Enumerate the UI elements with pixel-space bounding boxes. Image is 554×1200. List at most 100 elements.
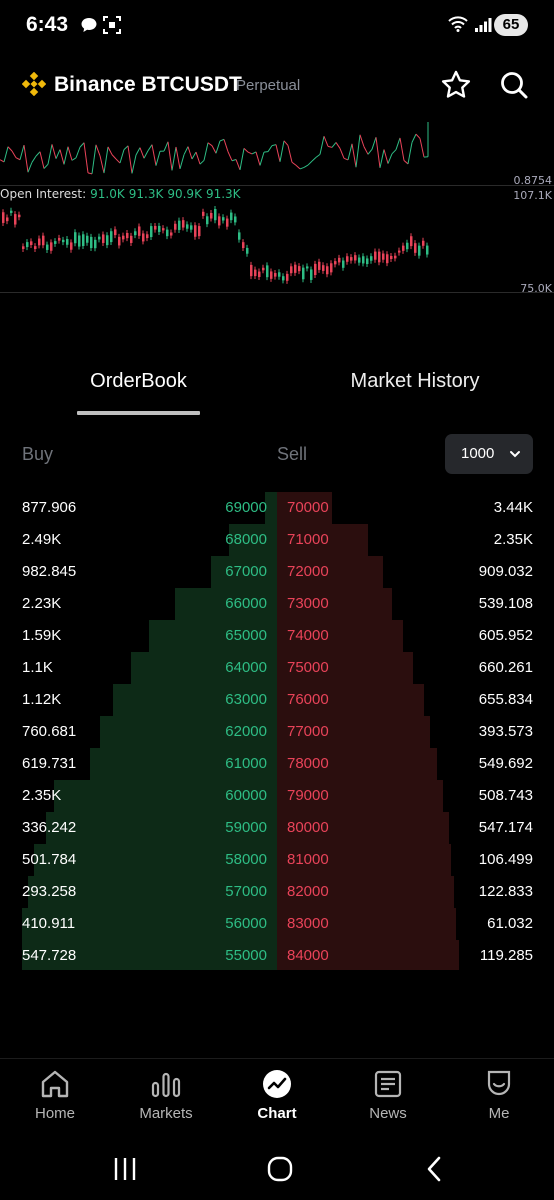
- indicator-segment: [71, 157, 77, 161]
- indicator-segment: [83, 142, 89, 173]
- indicator-segment: [107, 146, 113, 155]
- sell-price: 82000: [287, 883, 329, 900]
- candle-body: [154, 225, 157, 230]
- depth-select[interactable]: 1000: [445, 434, 533, 474]
- orderbook-row[interactable]: 877.906 69000 70000 3.44K: [0, 492, 554, 524]
- oi-bottom-axis-label: 75.0K: [520, 282, 552, 295]
- indicator-segment: [295, 164, 301, 170]
- orderbook: 877.906 69000 70000 3.44K 2.49K 68000 71000 2.…: [0, 492, 554, 970]
- sell-quantity: 909.032: [478, 563, 533, 580]
- nav-markets[interactable]: Markets: [116, 1069, 216, 1122]
- sell-quantity: 106.499: [478, 851, 533, 868]
- indicator-segment: [331, 142, 337, 148]
- orderbook-row[interactable]: 982.845 67000 72000 909.032: [0, 556, 554, 588]
- nav-me[interactable]: Me: [449, 1069, 549, 1122]
- orderbook-row[interactable]: 2.23K 66000 73000 539.108: [0, 588, 554, 620]
- buy-quantity: 547.728: [22, 947, 77, 964]
- orderbook-row[interactable]: 336.242 59000 80000 547.174: [0, 812, 554, 844]
- orderbook-row[interactable]: 547.728 55000 84000 119.285: [0, 940, 554, 972]
- indicator-segment: [223, 139, 229, 152]
- buy-quantity: 1.12K: [22, 691, 62, 708]
- candle-body: [62, 239, 65, 243]
- candle-body: [58, 237, 61, 241]
- sell-price: 72000: [287, 563, 329, 580]
- candle-body: [38, 238, 41, 246]
- back-icon[interactable]: [425, 1156, 443, 1182]
- orderbook-row[interactable]: 410.911 56000 83000 61.032: [0, 908, 554, 940]
- candle-body: [50, 242, 53, 251]
- nav-news[interactable]: News: [338, 1069, 438, 1122]
- indicator-segment: [147, 144, 153, 152]
- candle-body: [2, 212, 5, 223]
- orderbook-row[interactable]: 619.731 61000 78000 549.692: [0, 748, 554, 780]
- indicator-segment: [27, 162, 33, 173]
- candle-body: [14, 214, 17, 225]
- nav-home[interactable]: Home: [5, 1069, 105, 1122]
- indicator-segment: [163, 141, 169, 152]
- home-button-icon[interactable]: [267, 1156, 293, 1182]
- candle-body: [214, 208, 217, 221]
- indicator-segment: [111, 154, 117, 160]
- tab-market-history[interactable]: Market History: [350, 370, 480, 392]
- candle-body: [382, 253, 385, 260]
- orderbook-row[interactable]: 501.784 58000 81000 106.499: [0, 844, 554, 876]
- indicator-segment: [19, 144, 25, 160]
- indicator-segment: [215, 140, 221, 154]
- indicator-segment: [199, 160, 205, 165]
- indicator-segment: [303, 164, 309, 168]
- candle-body: [386, 254, 389, 264]
- nav-chart[interactable]: Chart: [227, 1069, 327, 1122]
- sell-quantity: 3.44K: [493, 499, 533, 516]
- candle-body: [34, 246, 37, 249]
- indicator-segment: [391, 149, 397, 155]
- favorite-star-icon[interactable]: [439, 68, 473, 102]
- orderbook-row[interactable]: 760.681 62000 77000 393.573: [0, 716, 554, 748]
- candle-body: [262, 267, 265, 271]
- candle-body: [234, 216, 237, 223]
- orderbook-row[interactable]: 2.35K 60000 79000 508.743: [0, 780, 554, 812]
- candle-body: [410, 236, 413, 247]
- indicator-segment: [55, 149, 61, 159]
- indicator-segment: [39, 151, 45, 169]
- indicator-segment: [335, 142, 341, 149]
- search-icon[interactable]: [497, 68, 531, 102]
- candle-body: [238, 232, 241, 240]
- candle-body: [330, 263, 333, 273]
- sell-price: 84000: [287, 947, 329, 964]
- indicator-segment: [23, 145, 29, 173]
- sell-price: 74000: [287, 627, 329, 644]
- orderbook-row[interactable]: 1.12K 63000 76000 655.834: [0, 684, 554, 716]
- app-header: Binance BTCUSDT Perpetual: [0, 60, 554, 110]
- candle-body: [162, 228, 165, 231]
- depth-value: 1000: [461, 445, 495, 462]
- candle-body: [102, 234, 105, 243]
- candle-body: [406, 242, 409, 250]
- indicator-chart[interactable]: 0.8754: [0, 112, 554, 187]
- indicator-segment: [91, 144, 97, 174]
- candle-body: [30, 241, 33, 245]
- indicator-segment: [355, 134, 361, 168]
- indicator-segment: [339, 148, 345, 159]
- indicator-segment: [359, 134, 365, 147]
- indicator-segment: [255, 151, 261, 166]
- sell-price: 78000: [287, 755, 329, 772]
- orderbook-row[interactable]: 1.1K 64000 75000 660.261: [0, 652, 554, 684]
- candle-body: [70, 242, 73, 250]
- candle-body: [366, 258, 369, 265]
- open-interest-chart[interactable]: 107.1K 75.0K: [0, 186, 554, 296]
- orderbook-row[interactable]: 1.59K 65000 74000 605.952: [0, 620, 554, 652]
- candle-body: [426, 245, 429, 255]
- candle-body: [98, 236, 101, 240]
- chat-bubble-icon: [81, 18, 97, 32]
- buy-price: 64000: [225, 659, 267, 676]
- buy-quantity: 1.59K: [22, 627, 62, 644]
- candle-body: [194, 225, 197, 237]
- tab-orderbook[interactable]: OrderBook: [90, 370, 187, 392]
- orderbook-row[interactable]: 293.258 57000 82000 122.833: [0, 876, 554, 908]
- sell-quantity: 122.833: [478, 883, 533, 900]
- signal-icon: [475, 18, 492, 32]
- orderbook-row[interactable]: 2.49K 68000 71000 2.35K: [0, 524, 554, 556]
- recent-apps-icon[interactable]: [113, 1156, 137, 1182]
- candle-body: [186, 224, 189, 229]
- buy-quantity: 2.49K: [22, 531, 62, 548]
